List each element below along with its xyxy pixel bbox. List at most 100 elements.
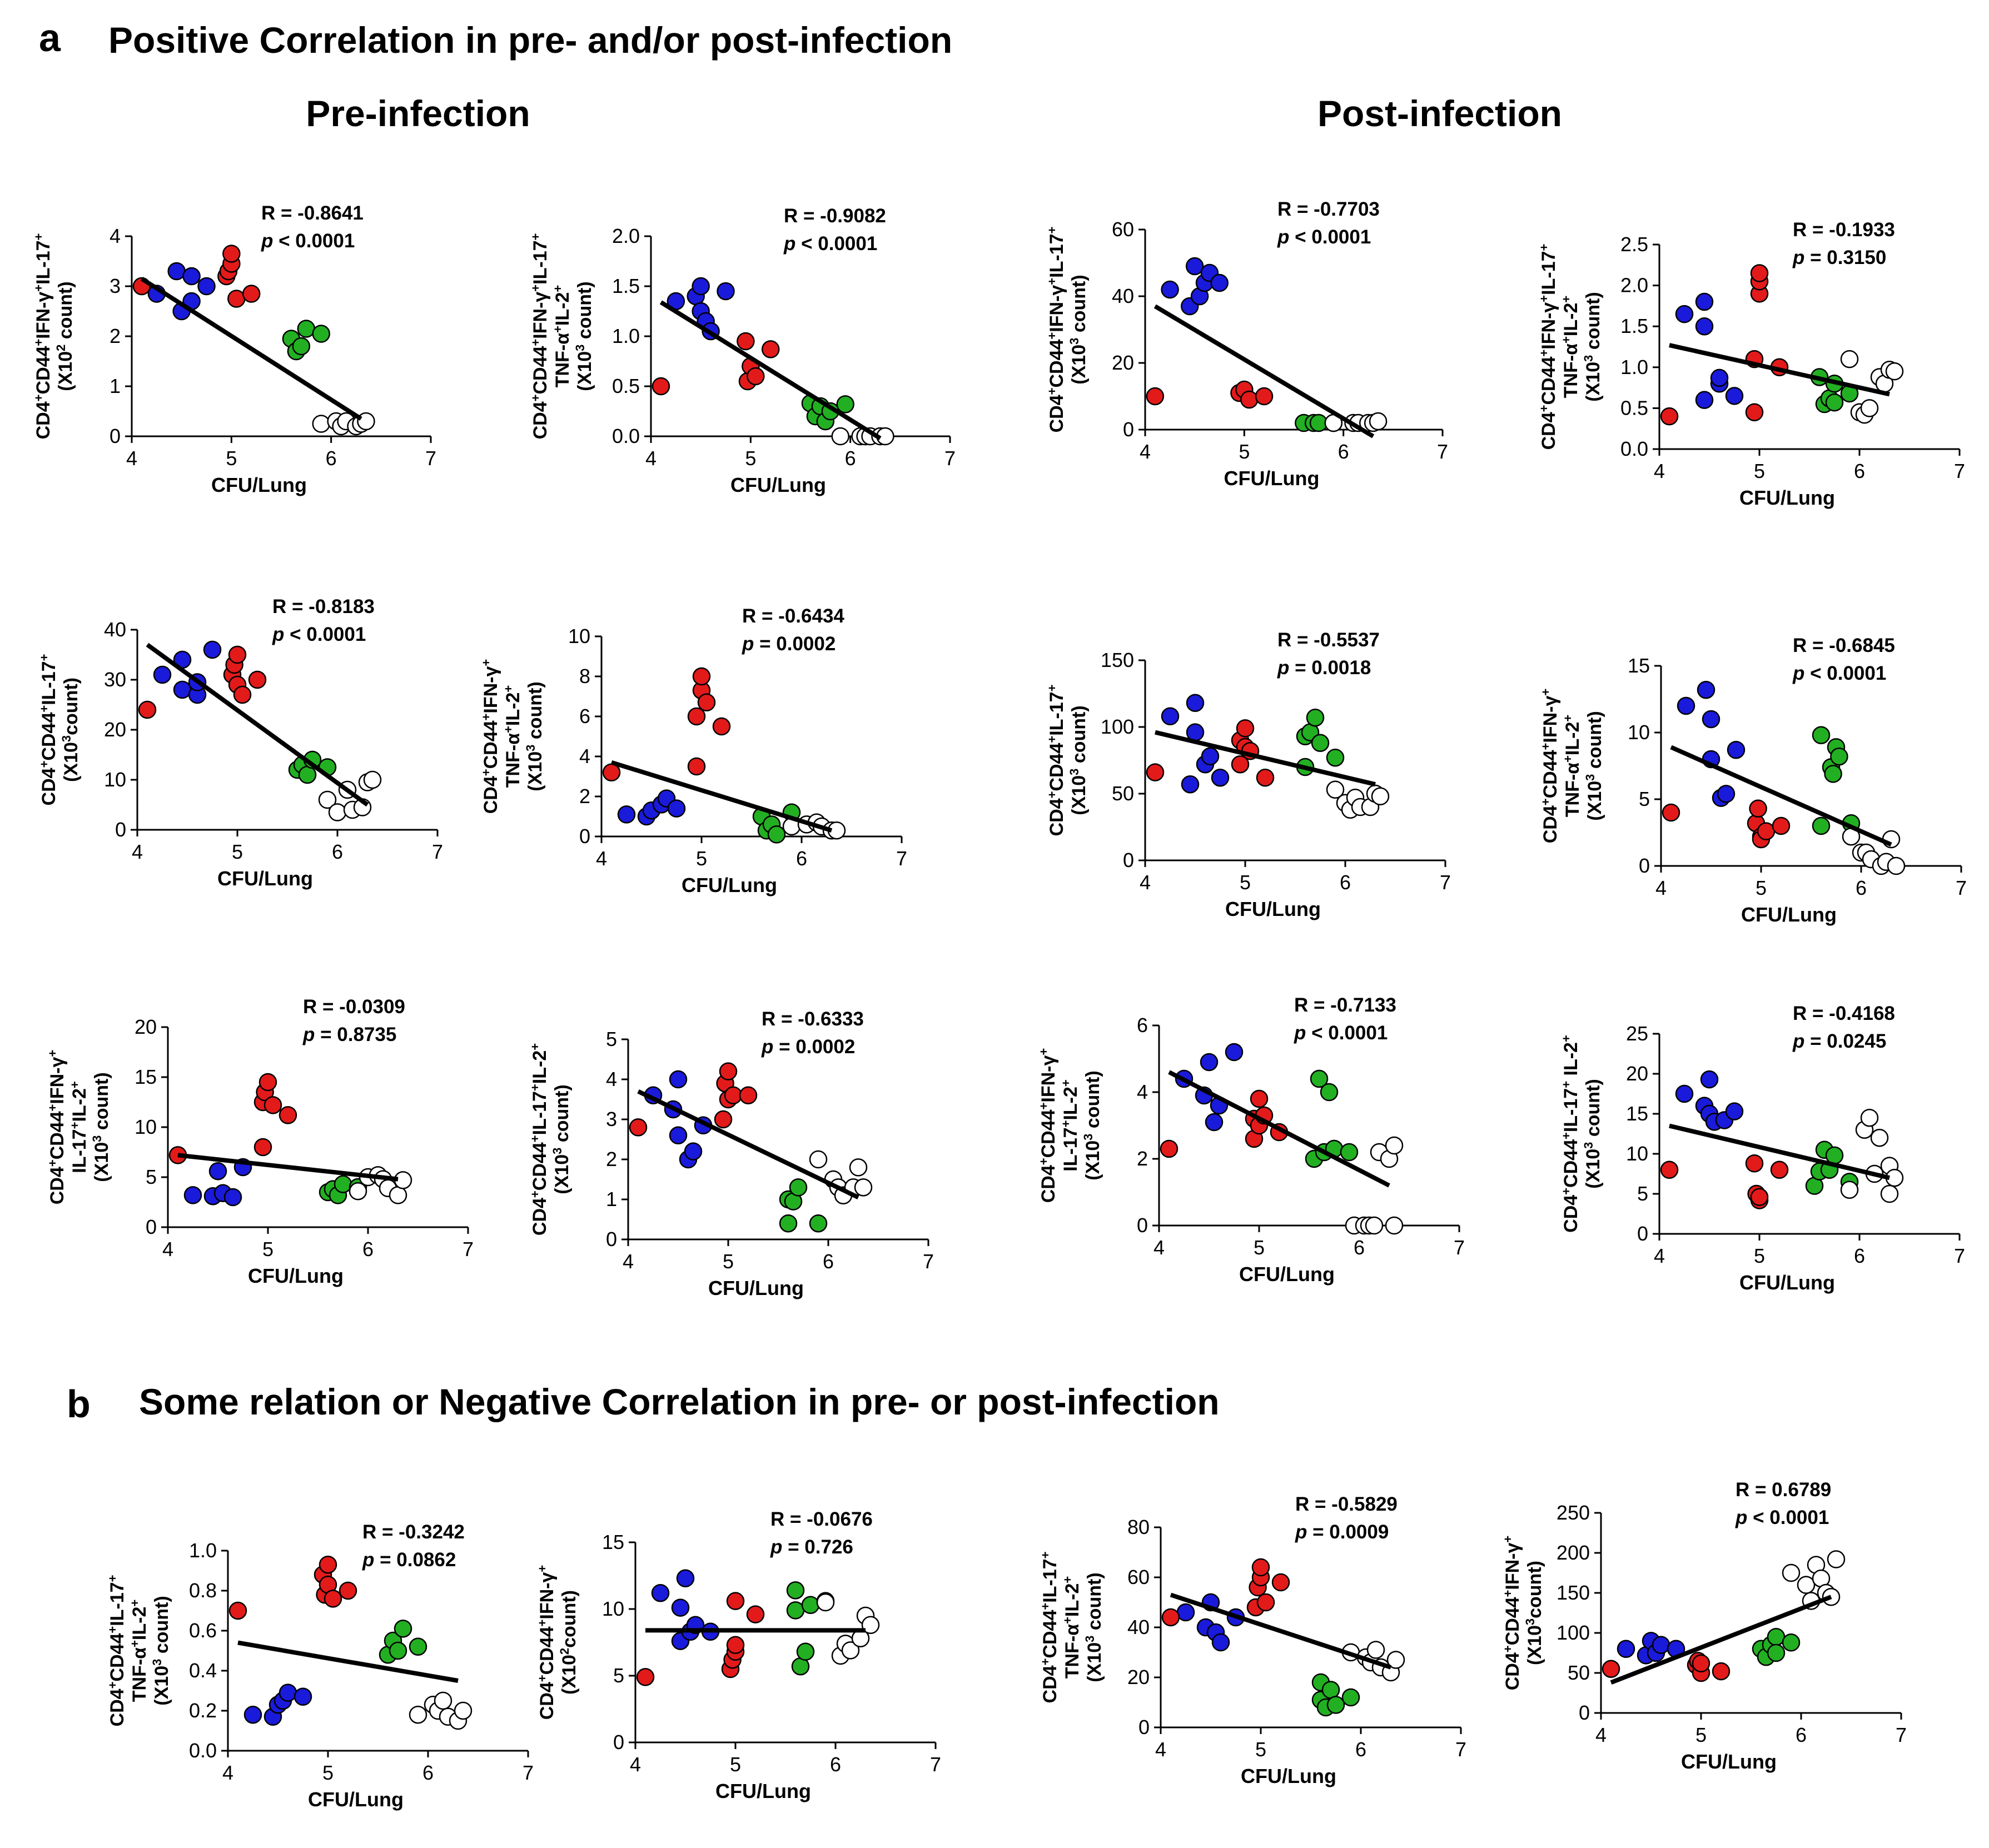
data-point-blue <box>1702 710 1721 729</box>
data-point-green <box>1306 708 1325 727</box>
regression-line <box>610 760 833 833</box>
y-tick-label: 0 <box>110 425 121 447</box>
y-axis-label-line: (X103 count) <box>573 281 596 391</box>
regression-line <box>1168 1070 1390 1188</box>
data-point-red <box>233 685 252 704</box>
series-red <box>1662 799 1791 849</box>
data-point-red <box>746 1605 765 1623</box>
data-point-green <box>1311 734 1330 753</box>
series-blue <box>1675 292 1744 409</box>
data-point-red <box>138 700 157 719</box>
series-red <box>636 1592 765 1686</box>
y-tick-label: 10 <box>602 1597 624 1620</box>
series-blue <box>1175 1043 1244 1132</box>
data-point-blue <box>617 805 636 824</box>
y-tick-label: 0 <box>606 1228 617 1251</box>
y-tick-label: 20 <box>1112 351 1134 374</box>
regression-line <box>237 1640 459 1683</box>
p-value: p < 0.0001 <box>783 233 877 255</box>
x-tick-label: 5 <box>262 1238 274 1261</box>
regression-line <box>177 1153 399 1182</box>
data-point-green <box>334 1175 352 1193</box>
y-tick-label: 80 <box>1127 1516 1150 1538</box>
y-tick-label: 0.4 <box>189 1659 217 1682</box>
y-axis-label-line: CD4+CD44+IFN-γ+IL-17+ <box>529 233 551 440</box>
data-point-blue <box>1675 305 1694 323</box>
y-tick-label: 50 <box>1112 782 1134 805</box>
data-point-red <box>747 367 765 386</box>
x-tick-label: 6 <box>845 447 856 470</box>
y-axis-label-line: (X103 count) <box>1582 1079 1604 1188</box>
data-point-red <box>1757 822 1776 840</box>
data-point-red <box>222 245 241 263</box>
data-point-red <box>1271 1573 1290 1592</box>
x-axis-label: CFU/Lung <box>1739 486 1835 509</box>
y-tick-label: 1 <box>606 1188 617 1211</box>
y-tick-label: 0.5 <box>612 375 640 397</box>
data-point-open <box>854 1178 873 1197</box>
y-axis-label-line: (X103 count) <box>1067 275 1090 384</box>
x-axis-label: CFU/Lung <box>1225 898 1321 920</box>
y-tick-label: 100 <box>1557 1621 1590 1644</box>
x-axis-label: CFU/Lung <box>1224 467 1320 490</box>
data-point-blue <box>1695 292 1714 311</box>
panel-b-letter: b <box>67 1382 91 1426</box>
regression-line <box>146 642 369 807</box>
y-tick-label: 15 <box>1628 654 1650 677</box>
data-point-blue <box>1710 368 1729 387</box>
data-point-blue <box>1186 694 1205 713</box>
p-value: p < 0.0001 <box>1792 663 1886 684</box>
series-blue <box>644 1070 713 1169</box>
data-point-blue <box>717 282 735 301</box>
x-tick-label: 6 <box>830 1753 841 1776</box>
data-point-green <box>1310 1069 1329 1088</box>
data-point-red <box>1251 1558 1270 1577</box>
data-point-open <box>1860 399 1879 417</box>
x-tick-label: 4 <box>1140 871 1151 894</box>
data-point-green <box>312 325 330 343</box>
series-green <box>1311 1673 1360 1717</box>
panel-b-title: Some relation or Negative Correlation in… <box>139 1381 1220 1422</box>
x-tick-label: 7 <box>425 447 436 470</box>
y-tick-label: 25 <box>1626 1022 1648 1045</box>
data-point-blue <box>223 1188 242 1207</box>
y-tick-label: 0 <box>1123 849 1134 871</box>
data-point-blue <box>1211 1633 1230 1652</box>
data-point-red <box>339 1581 357 1600</box>
x-tick-label: 4 <box>1155 1738 1166 1761</box>
y-axis-label-line: TNF-α+IL-2+ <box>1561 715 1584 818</box>
data-point-red <box>719 1062 738 1080</box>
y-tick-label: 250 <box>1557 1501 1590 1524</box>
data-point-green <box>1340 1143 1359 1162</box>
data-point-red <box>737 332 755 351</box>
data-point-open <box>409 1705 427 1724</box>
r-value: R = -0.6845 <box>1793 635 1895 656</box>
y-axis-label-line: CD4+CD44+IL-17+IL-2+ <box>528 1043 551 1236</box>
y-tick-label: 60 <box>1112 218 1134 241</box>
data-point-open <box>1385 1216 1404 1235</box>
series-blue <box>1617 1632 1685 1665</box>
series-red <box>138 645 267 719</box>
data-point-red <box>1256 768 1275 787</box>
data-point-green <box>786 1601 805 1620</box>
y-axis-label-line: (X103 count) <box>1582 292 1604 401</box>
regression-line <box>637 1089 859 1200</box>
x-tick-label: 5 <box>1695 1724 1707 1746</box>
r-value: R = -0.5537 <box>1277 629 1380 651</box>
series-open <box>1840 1108 1904 1203</box>
data-point-blue <box>1181 775 1200 794</box>
y-tick-label: 15 <box>1626 1102 1648 1125</box>
x-axis-label: CFU/Lung <box>708 1277 804 1299</box>
p-value: p = 0.8735 <box>302 1024 396 1045</box>
y-tick-label: 6 <box>579 705 590 728</box>
data-point-green <box>1782 1633 1801 1652</box>
y-tick-label: 20 <box>104 718 126 741</box>
r-value: R = -0.7703 <box>1277 198 1380 220</box>
y-tick-label: 20 <box>1626 1062 1648 1085</box>
y-tick-label: 2 <box>606 1148 617 1170</box>
y-axis-label-line: CD4+CD44+IFN-γ+ <box>1037 1048 1060 1203</box>
x-tick-label: 6 <box>326 447 337 470</box>
data-point-red <box>1256 1593 1275 1612</box>
data-point-green <box>1321 1681 1340 1699</box>
